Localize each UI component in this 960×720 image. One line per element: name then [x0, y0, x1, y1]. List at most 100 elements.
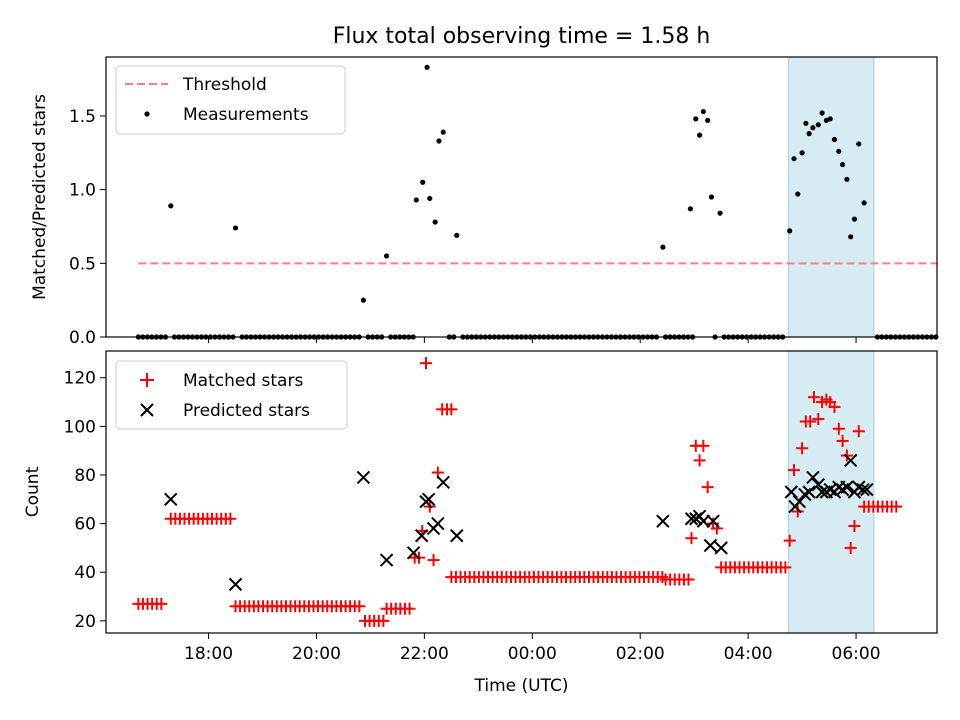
- matched-star-marker: [804, 415, 817, 428]
- y-tick-label: 0.0: [69, 328, 96, 348]
- predicted-star-marker: [856, 482, 870, 497]
- measurement-point: [168, 203, 174, 209]
- measurement-point: [844, 176, 850, 182]
- y-tick-label: 80: [74, 466, 96, 486]
- y-tick-label: 40: [74, 563, 96, 583]
- measurement-point: [708, 194, 715, 200]
- measurement-point: [717, 210, 723, 216]
- predicted-star-marker: [843, 453, 858, 468]
- matched-star-marker: [427, 554, 440, 567]
- measurement-point: [803, 120, 809, 126]
- matched-star-marker: [852, 425, 865, 438]
- predicted-star-marker: [421, 492, 436, 507]
- bottom-legend: Matched stars Predicted stars: [115, 360, 348, 430]
- measurement-point: [432, 219, 438, 225]
- predicted-star-marker: [228, 577, 243, 592]
- matched-star-marker: [697, 439, 710, 452]
- measurement-point: [791, 156, 797, 162]
- measurement-point: [360, 297, 366, 303]
- bottom-panel: 20 40 60 80 100 120 18:00 20:00 22:00 00:00 02:00…: [23, 350, 938, 696]
- legend-threshold-label: Threshold: [182, 75, 267, 95]
- matched-star-marker: [445, 403, 458, 416]
- measurement-point: [700, 108, 706, 115]
- predicted-star-marker: [414, 529, 429, 543]
- predicted-star-marker: [840, 480, 854, 494]
- measurement-point: [861, 200, 867, 206]
- y-tick-label: 0.5: [69, 254, 96, 274]
- measurement-point: [827, 116, 833, 122]
- matched-star-marker: [155, 597, 168, 610]
- predicted-star-marker: [806, 470, 820, 485]
- legend-predicted-swatch: [140, 403, 154, 417]
- matched-star-marker: [693, 454, 706, 467]
- predicted-star-marker: [706, 514, 720, 528]
- predicted-star-marker: [356, 470, 371, 485]
- legend-measurement-label: Measurements: [183, 105, 309, 125]
- predicted-star-marker: [703, 538, 718, 553]
- measurement-point: [836, 148, 842, 154]
- observing-span-shade: [788, 56, 875, 338]
- measurement-point: [810, 125, 816, 131]
- matched-star-marker: [828, 400, 841, 413]
- predicted-star-marker: [406, 546, 421, 560]
- predicted-star-marker: [436, 475, 450, 489]
- y-tick-label: 120: [64, 369, 96, 389]
- matched-star-marker: [353, 600, 366, 613]
- x-axis-label: Time (UTC): [474, 676, 569, 696]
- measurement-point: [696, 132, 703, 138]
- y-tick-label: 20: [74, 612, 96, 632]
- top-legend: Threshold Measurements: [115, 65, 346, 135]
- predicted-star-marker: [164, 492, 178, 507]
- matched-star-marker: [779, 561, 792, 574]
- predicted-star-marker: [656, 514, 670, 528]
- matched-star-marker: [224, 512, 237, 525]
- measurement-point: [831, 136, 838, 143]
- bottom-y-axis-label: Count: [23, 466, 43, 517]
- measurement-point: [383, 253, 390, 259]
- matched-star-marker: [836, 434, 849, 447]
- predicted-star-marker: [815, 485, 829, 499]
- top-panel: 0.0 0.5 1.0 1.5 Matched/Predicted stars Thr…: [30, 56, 939, 348]
- matched-star-marker: [848, 520, 861, 533]
- predicted-star-marker: [696, 514, 711, 528]
- legend-measurement-swatch: [144, 111, 150, 117]
- bottom-plot-frame: [105, 350, 938, 634]
- matched-star-marker: [682, 573, 695, 586]
- predicted-star-marker: [860, 482, 874, 497]
- measurement-point: [806, 131, 812, 137]
- matched-star-marker: [419, 357, 432, 370]
- legend-matched-swatch: [140, 373, 154, 387]
- matched-star-marker: [791, 505, 804, 518]
- top-y-axis-label: Matched/Predicted stars: [30, 94, 50, 300]
- measurement-point: [436, 138, 442, 144]
- measurement-point: [856, 141, 862, 147]
- bottom-legend-box: [115, 360, 348, 430]
- y-tick-label: 1.5: [69, 107, 96, 127]
- matched-star-marker: [377, 614, 390, 627]
- matched-star-marker: [783, 534, 796, 547]
- predicted-star-marker: [379, 553, 394, 567]
- matched-star-marker: [844, 541, 857, 554]
- x-tick-label: 18:00: [184, 644, 233, 664]
- x-tick-label: 04:00: [724, 644, 773, 664]
- measurement-point: [413, 197, 419, 203]
- predicted-star-markers: [164, 453, 874, 592]
- measurement-point: [424, 64, 430, 70]
- measurement-point: [848, 234, 854, 240]
- y-tick-label: 60: [74, 515, 96, 535]
- measurement-point: [454, 232, 460, 238]
- y-tick-label: 1.0: [69, 181, 96, 201]
- measurement-point: [795, 191, 801, 197]
- bottom-x-ticks: 18:00 20:00 22:00 00:00 02:00 04:00 06:00: [184, 633, 881, 664]
- measurement-point: [660, 244, 666, 250]
- bottom-y-ticks: 20 40 60 80 100 120: [64, 369, 106, 632]
- predicted-star-marker: [684, 512, 699, 526]
- matched-star-marker: [403, 602, 416, 615]
- measurement-point: [705, 117, 711, 123]
- top-y-ticks: 0.0 0.5 1.0 1.5: [69, 107, 106, 348]
- measurement-point: [839, 161, 846, 168]
- top-plot-frame: [105, 56, 938, 338]
- predicted-star-marker: [802, 485, 816, 499]
- chart-title: Flux total observing time = 1.58 h: [333, 24, 711, 49]
